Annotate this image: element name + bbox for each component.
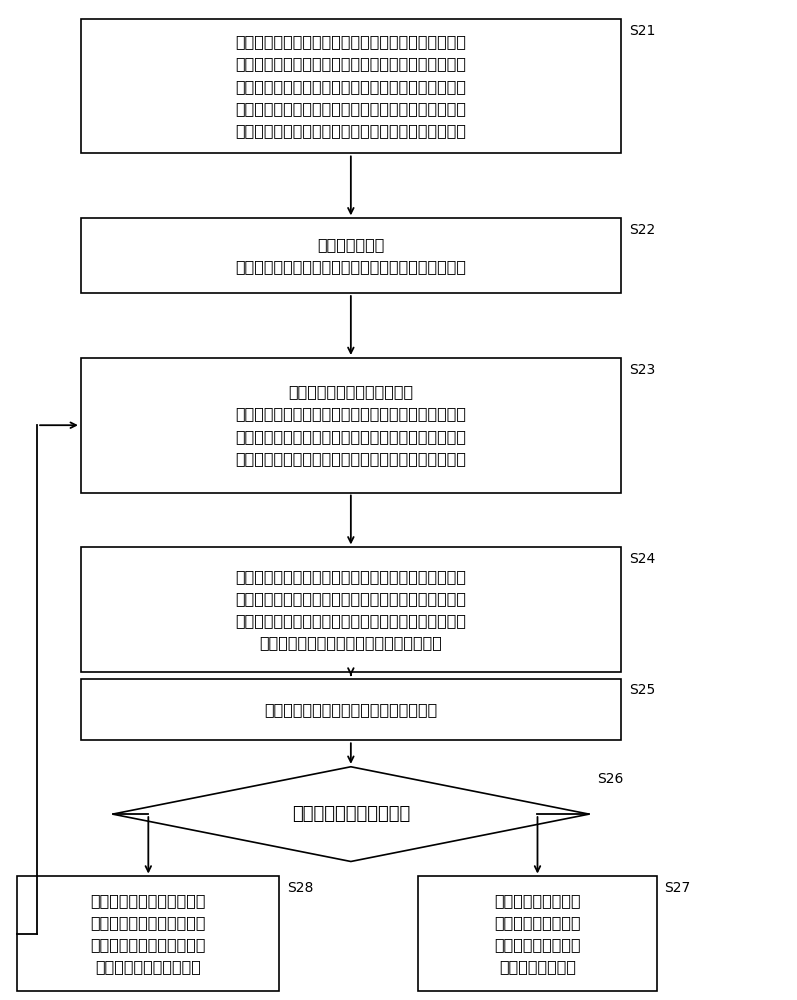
Text: S28: S28: [287, 881, 314, 895]
Text: 确定当前修正时刻与
所述初始采集时刻的
差值为所述转发式测
轨系统的时间偏差: 确定当前修正时刻与 所述初始采集时刻的 差值为所述转发式测 轨系统的时间偏差: [494, 893, 581, 975]
Text: S27: S27: [665, 881, 691, 895]
Text: 确定所述各个初
始采集时刻为与所述各个初始采集时刻对应的修正时刻: 确定所述各个初 始采集时刻为与所述各个初始采集时刻对应的修正时刻: [235, 237, 466, 274]
FancyBboxPatch shape: [80, 679, 621, 740]
Text: S22: S22: [629, 223, 655, 237]
Text: S21: S21: [629, 24, 655, 38]
FancyBboxPatch shape: [80, 19, 621, 153]
Text: 斜率是否满足预设条件？: 斜率是否满足预设条件？: [292, 805, 410, 823]
Text: S23: S23: [629, 363, 655, 377]
Text: S26: S26: [597, 772, 623, 786]
Text: S25: S25: [629, 683, 655, 697]
Polygon shape: [112, 767, 589, 861]
FancyBboxPatch shape: [80, 218, 621, 293]
Text: S24: S24: [629, 552, 655, 566]
Text: 计算所述距离差值序列随时间变化的斜率: 计算所述距离差值序列随时间变化的斜率: [265, 702, 438, 717]
Text: 依据当前各个修正时刻对所述
预设时长内的卫星激光测距系统获取的卫星与卫星激光
测距系统之间的距离数据进行插值运算，以获取当前各
个修正时刻对应的卫星与卫星激光测: 依据当前各个修正时刻对所述 预设时长内的卫星激光测距系统获取的卫星与卫星激光 测…: [235, 384, 466, 466]
Text: 依据预设规则对当前各个修
正时刻进行调整，确定调整
后的结果为与所述各个初始
采集时刻对应的修正时刻: 依据预设规则对当前各个修 正时刻进行调整，确定调整 后的结果为与所述各个初始 采…: [91, 893, 206, 975]
FancyBboxPatch shape: [80, 358, 621, 493]
Text: 当所述转发式测轨系统和所述卫星激光测距系统连续获
得观测数据的时长均大于预设时长时，获取所述连续获
得观测数据的时长内所述转发式测轨系统所记录的各个
初始采集时: 当所述转发式测轨系统和所述卫星激光测距系统连续获 得观测数据的时长均大于预设时长…: [235, 34, 466, 138]
Text: 将所述各个初始采集时刻所对应的，卫星与所述转发式
测轨系统之间的距离，以及，所述各个初始采集时刻对
应的当前各个修正时刻所对应的卫星与卫星激光测距系
统之间的距: 将所述各个初始采集时刻所对应的，卫星与所述转发式 测轨系统之间的距离，以及，所述…: [235, 569, 466, 650]
FancyBboxPatch shape: [80, 547, 621, 672]
FancyBboxPatch shape: [18, 876, 280, 991]
FancyBboxPatch shape: [418, 876, 657, 991]
